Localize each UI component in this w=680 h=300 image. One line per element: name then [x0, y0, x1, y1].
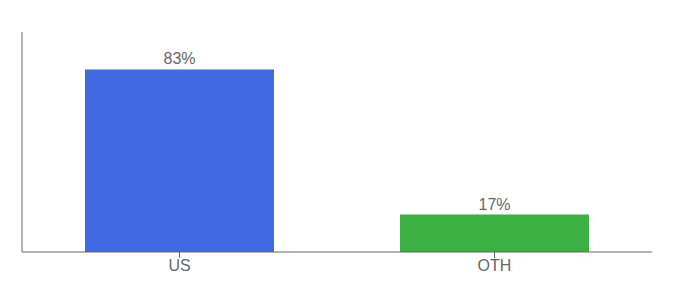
- svg-text:83%: 83%: [163, 50, 195, 67]
- svg-text:OTH: OTH: [478, 257, 512, 274]
- svg-text:US: US: [168, 257, 190, 274]
- svg-text:17%: 17%: [478, 196, 510, 213]
